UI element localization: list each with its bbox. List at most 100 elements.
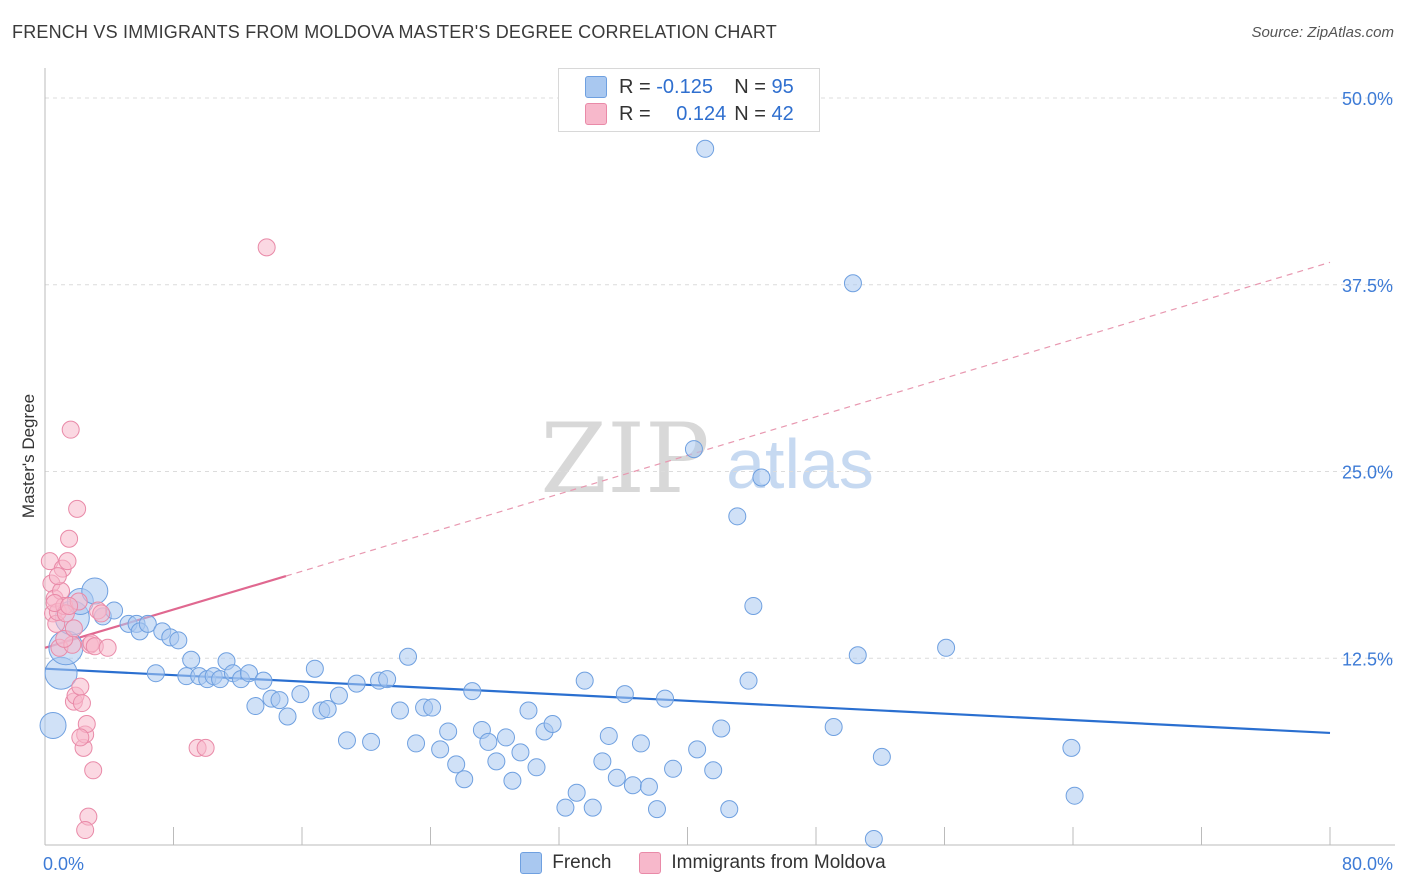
legend-item-french: French	[520, 852, 611, 874]
french-point	[407, 734, 426, 753]
french-point	[239, 664, 258, 683]
moldova-r-value: 0.124	[676, 102, 727, 125]
watermark-zip: ZIP	[540, 403, 709, 515]
legend-row-moldova: R = 0.124 N = 42	[585, 102, 794, 126]
moldova-point	[92, 604, 111, 623]
french-point	[593, 752, 612, 771]
french-point	[704, 761, 723, 780]
french-point	[607, 768, 626, 787]
french-point	[631, 734, 650, 753]
moldova-point	[71, 728, 90, 747]
french-point	[270, 691, 289, 710]
french-legend-swatch	[520, 852, 543, 874]
french-point	[744, 596, 763, 615]
french-point	[455, 770, 474, 789]
french-point	[599, 726, 618, 745]
french-point	[848, 646, 867, 665]
series-legend: French Immigrants from Moldova	[0, 852, 1406, 874]
french-point	[728, 507, 747, 526]
french-n-value: 95	[771, 75, 794, 98]
french-point	[362, 732, 381, 751]
french-point	[305, 659, 324, 678]
grid-lines	[45, 97, 1395, 659]
french-point	[439, 722, 458, 741]
french-point	[511, 743, 530, 762]
moldova-point	[64, 619, 83, 638]
french-point	[656, 689, 675, 708]
moldova-point	[68, 499, 87, 518]
french-point	[843, 274, 862, 293]
moldova-point	[71, 677, 90, 696]
source-label: Source: ZipAtlas.com	[1251, 24, 1394, 41]
moldova-point	[84, 761, 103, 780]
french-point	[431, 740, 450, 759]
moldova-point	[60, 529, 79, 548]
french-point	[615, 685, 634, 704]
french-point	[329, 686, 348, 705]
moldova-point	[58, 552, 77, 571]
french-point	[347, 674, 366, 693]
french-point	[639, 777, 658, 796]
data-points	[39, 139, 1084, 849]
trend-line	[44, 575, 287, 649]
french-point	[647, 800, 666, 819]
french-r-value: -0.125	[656, 75, 713, 98]
moldova-point	[98, 638, 117, 657]
watermark-atlas: atlas	[726, 425, 874, 503]
french-point	[583, 798, 602, 817]
n-label: N =	[734, 75, 766, 98]
correlation-legend: R = -0.125 N = 95 R = 0.124 N = 42	[558, 68, 820, 132]
french-point	[937, 638, 956, 657]
french-point	[739, 671, 758, 690]
french-point	[463, 682, 482, 701]
legend-row-french: R = -0.125 N = 95	[585, 75, 794, 99]
legend-item-moldova: Immigrants from Moldova	[639, 852, 886, 874]
french-point	[399, 647, 418, 666]
french-point	[487, 752, 506, 771]
moldova-legend-label: Immigrants from Moldova	[671, 852, 886, 873]
french-point	[575, 671, 594, 690]
moldova-point	[48, 567, 67, 586]
french-point	[503, 771, 522, 790]
french-point	[496, 728, 515, 747]
french-point	[337, 731, 356, 750]
french-point	[664, 759, 683, 778]
french-point	[390, 701, 409, 720]
french-point	[146, 664, 165, 683]
french-point	[752, 468, 771, 487]
french-point	[567, 783, 586, 802]
n-label: N =	[734, 102, 766, 125]
french-point	[138, 614, 157, 633]
french-point	[169, 631, 188, 650]
french-point	[543, 714, 562, 733]
tick-labels: 12.5% 25.0% 37.5% 50.0% 0.0% 80.0%	[43, 89, 1393, 874]
moldova-point	[45, 593, 64, 612]
trend-line-extended	[285, 261, 1331, 577]
french-point	[872, 747, 891, 766]
moldova-point	[196, 738, 215, 757]
french-legend-label: French	[552, 852, 612, 873]
french-point	[182, 650, 201, 669]
moldova-swatch	[585, 103, 607, 125]
french-point	[712, 719, 731, 738]
y-tick-label: 12.5%	[1342, 649, 1393, 669]
r-label: R =	[619, 75, 651, 98]
y-tick-label: 50.0%	[1342, 89, 1393, 109]
french-point	[378, 670, 397, 689]
french-point	[447, 755, 466, 774]
french-point	[291, 685, 310, 704]
french-point	[527, 758, 546, 777]
x-tick-label: 0.0%	[43, 854, 84, 874]
y-tick-label: 25.0%	[1342, 463, 1393, 483]
watermark: ZIP atlas	[540, 403, 874, 515]
y-axis-label: Master's Degree	[19, 393, 38, 519]
french-point	[864, 830, 883, 849]
french-swatch	[585, 76, 607, 98]
french-point	[278, 707, 297, 726]
moldova-n-value: 42	[771, 102, 794, 125]
french-point	[720, 800, 739, 819]
french-point	[246, 697, 265, 716]
french-point	[1062, 738, 1081, 757]
r-label: R =	[619, 102, 651, 125]
